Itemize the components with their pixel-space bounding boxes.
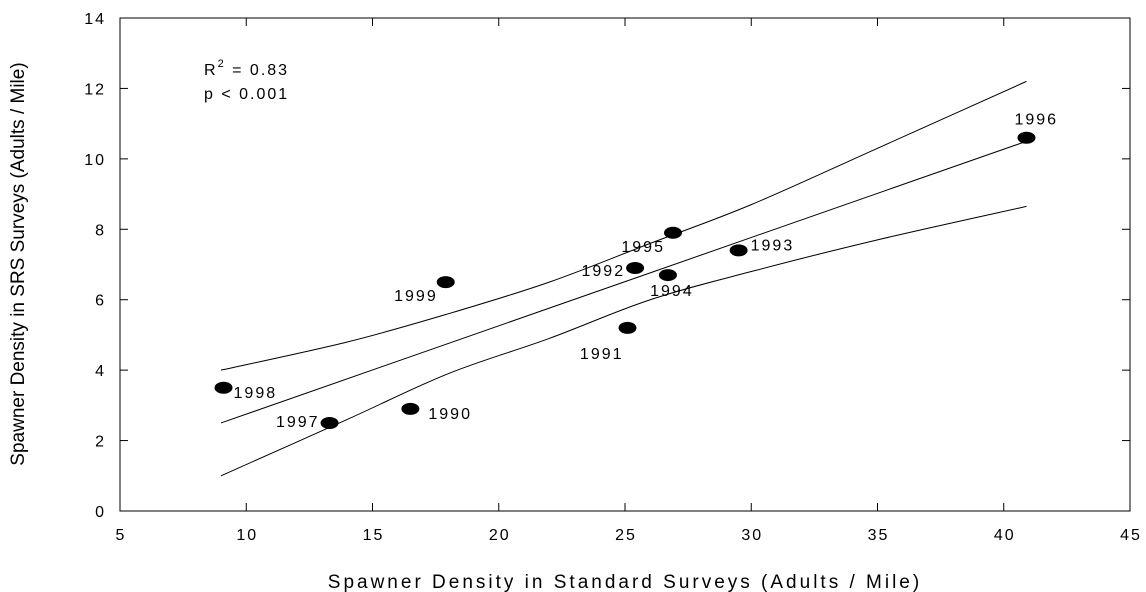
x-tick-label: 40	[994, 527, 1016, 544]
point-label-1990: 1990	[428, 406, 472, 423]
data-point-1994	[659, 269, 677, 281]
point-label-1999: 1999	[394, 288, 438, 305]
x-axis-title: Spawner Density in Standard Surveys (Adu…	[328, 572, 922, 592]
y-tick-label: 14	[84, 11, 106, 28]
data-point-1996	[1017, 132, 1035, 144]
point-label-1991: 1991	[580, 346, 624, 363]
point-label-1998: 1998	[234, 385, 278, 402]
point-label-1996: 1996	[1014, 112, 1058, 129]
y-tick-label: 12	[84, 81, 106, 98]
x-tick-label: 5	[116, 527, 127, 544]
x-tick-label: 20	[489, 527, 511, 544]
point-label-1992: 1992	[582, 263, 626, 280]
x-tick-label: 25	[615, 527, 637, 544]
point-label-1993: 1993	[751, 237, 795, 254]
data-point-1990	[401, 403, 419, 415]
point-labels: 1990 1991 1992 1993 1994 1995 1996 1997 1998 1999	[234, 112, 1059, 431]
y-tick-label: 8	[95, 222, 106, 239]
r-squared-annotation: R2 = 0.83	[204, 58, 289, 79]
x-tick-label: 35	[868, 527, 890, 544]
y-tick-label: 6	[95, 293, 106, 310]
point-label-1995: 1995	[621, 239, 665, 256]
data-point-1998	[215, 382, 233, 394]
y-tick-label: 0	[95, 504, 106, 521]
regression-line	[221, 141, 1026, 423]
point-label-1997: 1997	[276, 414, 320, 431]
data-point-1992	[626, 262, 644, 274]
data-points	[215, 132, 1036, 429]
data-point-1999	[437, 276, 455, 288]
x-tick-label: 45	[1120, 527, 1142, 544]
y-tick-label: 2	[95, 434, 106, 451]
y-axis-title: Spawner Density in SRS Surveys (Adults /…	[8, 62, 29, 465]
point-label-1994: 1994	[650, 283, 694, 300]
x-tick-label: 30	[741, 527, 763, 544]
data-point-1993	[730, 244, 748, 256]
y-tick-label: 10	[84, 152, 106, 169]
x-tick-label: 15	[363, 527, 385, 544]
y-tick-label: 4	[95, 363, 106, 380]
data-point-1995	[664, 227, 682, 239]
p-value-annotation: p < 0.001	[204, 86, 289, 103]
x-tick-label: 10	[236, 527, 258, 544]
data-point-1997	[321, 417, 339, 429]
data-point-1991	[619, 322, 637, 334]
